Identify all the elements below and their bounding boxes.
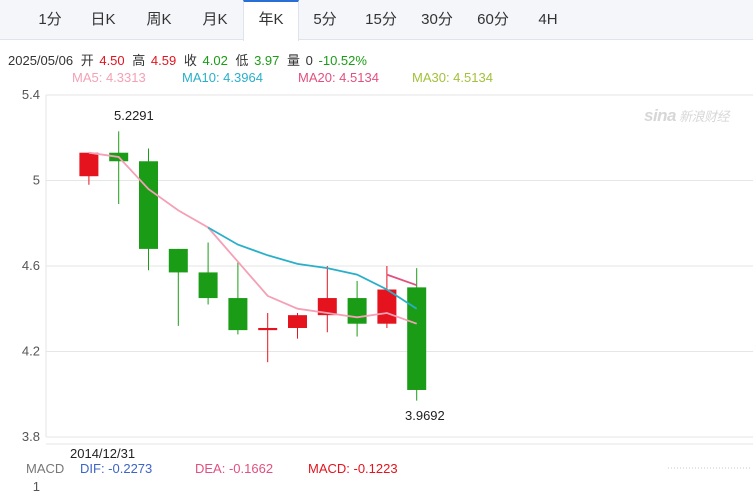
tab-4h[interactable]: 4H xyxy=(538,11,558,28)
high-value: 4.59 xyxy=(150,53,177,68)
y-tick-label: 4.2 xyxy=(22,344,40,359)
candle xyxy=(79,152,99,185)
y-tick-label: 4.6 xyxy=(22,258,40,273)
sina-watermark-logo: sina 新浪财经 xyxy=(644,106,730,126)
max-price-label: 5.2291 xyxy=(114,108,154,123)
high-label: 高 xyxy=(132,53,146,68)
watermark-name: 新浪财经 xyxy=(679,109,730,124)
candle-body xyxy=(139,161,158,249)
ohlc-date: 2025/05/06 xyxy=(8,53,74,68)
ma5-legend: MA5: 4.3313 xyxy=(72,70,146,85)
candle xyxy=(347,280,367,337)
tab-1min[interactable]: 1分 xyxy=(38,11,62,28)
tab-30min[interactable]: 30分 xyxy=(421,11,453,28)
candle xyxy=(407,268,427,401)
volume-value: 0 xyxy=(305,53,313,68)
close-label: 收 xyxy=(183,53,197,68)
ma-line-ma20 xyxy=(386,273,418,287)
tab-daily-k[interactable]: 日K xyxy=(90,11,116,28)
candle-body xyxy=(288,315,307,328)
ma20-legend: MA20: 4.5134 xyxy=(298,70,379,85)
low-value: 3.97 xyxy=(254,53,280,68)
ma30-legend: MA30: 4.5134 xyxy=(412,70,493,85)
change-percent: -10.52% xyxy=(318,53,367,68)
macd-axis-tick: 1 xyxy=(33,479,40,494)
grid-layer xyxy=(45,94,753,445)
candle-body xyxy=(258,327,278,331)
tab-yearly-k[interactable]: 年K xyxy=(243,0,299,41)
candle-body xyxy=(317,298,337,316)
moving-average-layer xyxy=(88,151,418,325)
y-tick-label: 5.4 xyxy=(22,87,40,102)
candle xyxy=(168,248,188,326)
ma10-legend: MA10: 4.3964 xyxy=(182,70,263,85)
macd-dif: DIF: -0.2273 xyxy=(80,461,153,476)
candle xyxy=(198,242,218,305)
macd-dea: DEA: -0.1662 xyxy=(195,461,274,476)
candle-body xyxy=(79,152,99,177)
candle xyxy=(288,313,307,339)
watermark-brand: sina xyxy=(644,106,677,125)
candle-body xyxy=(407,287,427,390)
candle-body xyxy=(198,272,218,299)
candle-body xyxy=(228,298,248,331)
open-value: 4.50 xyxy=(99,53,125,68)
annotation-layer: 5.2291 3.9692 2014/12/31 xyxy=(70,108,750,469)
y-tick-label: 5 xyxy=(33,173,40,188)
tab-60min[interactable]: 60分 xyxy=(477,11,509,28)
y-tick-label: 3.8 xyxy=(22,429,40,444)
candle xyxy=(228,261,248,335)
tab-5min[interactable]: 5分 xyxy=(313,11,337,28)
candle xyxy=(258,313,278,363)
ma-line-ma5 xyxy=(88,151,418,325)
ohlc-info-row: 2025/05/06 开 4.50 高 4.59 收 4.02 低 3.97 量… xyxy=(8,50,371,69)
close-value: 4.02 xyxy=(202,53,228,68)
ma-line-ma10 xyxy=(207,226,418,310)
start-date-label: 2014/12/31 xyxy=(70,446,135,461)
min-price-label: 3.9692 xyxy=(405,408,445,423)
candle-body xyxy=(347,298,367,324)
volume-label: 量 xyxy=(287,53,301,68)
macd-value: MACD: -0.1223 xyxy=(308,461,398,476)
candle xyxy=(139,148,158,271)
low-label: 低 xyxy=(235,53,249,68)
macd-indicator-label: MACD xyxy=(26,461,65,476)
y-axis-labels: 5.4 5 4.6 4.2 3.8 1 xyxy=(22,87,40,494)
candle-body xyxy=(168,248,188,273)
candle xyxy=(317,266,337,333)
open-label: 开 xyxy=(80,53,94,68)
candle xyxy=(109,131,129,205)
tab-weekly-k[interactable]: 周K xyxy=(146,11,172,28)
tab-15min[interactable]: 15分 xyxy=(365,11,397,28)
tab-monthly-k[interactable]: 月K xyxy=(202,11,228,28)
period-tab-bar: 1分 日K 周K 月K 年K 5分 15分 30分 60分 4H xyxy=(0,0,753,41)
